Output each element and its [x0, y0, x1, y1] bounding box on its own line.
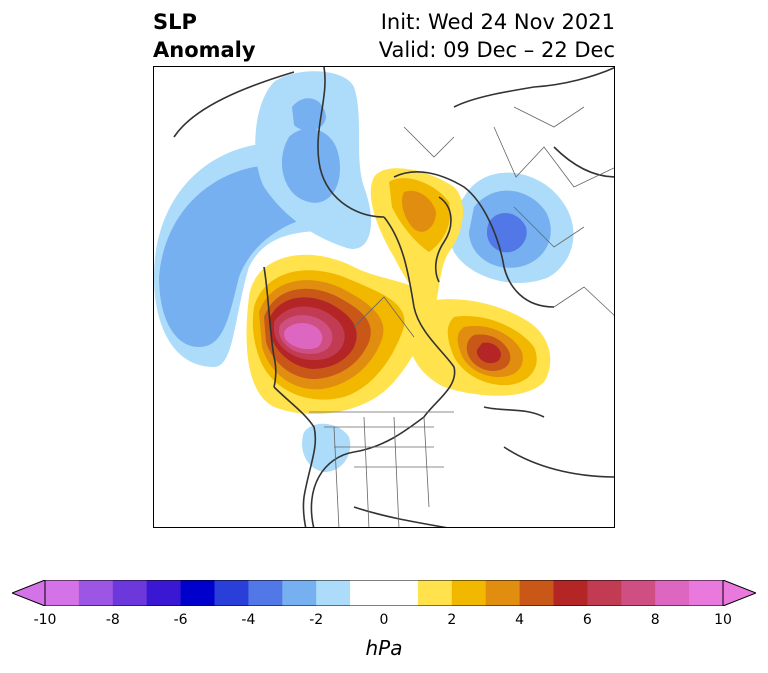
colorbar-segment: [214, 580, 249, 606]
colorbar-segment: [146, 580, 182, 606]
colorbar-segment: [655, 580, 690, 606]
colorbar-segment: [519, 580, 554, 606]
negative-anomaly-western-us: [302, 423, 351, 472]
colorbar-tick-label: 4: [515, 612, 525, 628]
map-title: SLP Anomaly: [153, 8, 256, 64]
colorbar-tick-label: 2: [447, 612, 457, 628]
political-borders: [309, 106, 614, 527]
valid-period: Valid: 09 Dec – 22 Dec: [378, 38, 615, 62]
colorbar-tick-label: 0: [379, 612, 389, 628]
colorbar-outline: [44, 580, 724, 606]
coastlines: [173, 67, 614, 527]
colorbar-segment: [417, 580, 453, 606]
colorbar-segments: [45, 580, 724, 606]
colorbar-segment: [350, 580, 385, 606]
colorbar-segment: [384, 580, 419, 606]
colorbar-segment: [316, 580, 351, 606]
title-line-1: SLP: [153, 10, 197, 34]
colorbar-tick-label: 6: [582, 612, 592, 628]
colorbar-tick-label: -2: [309, 612, 324, 628]
positive-anomaly-western-canada: [246, 254, 434, 415]
colorbar-segment: [587, 580, 622, 606]
colorbar-tick-label: -8: [105, 612, 120, 628]
colorbar: [12, 580, 756, 606]
colorbar-segment: [248, 580, 283, 606]
colorbar-tick-label: -6: [173, 612, 188, 628]
colorbar-segment: [180, 580, 215, 606]
colorbar-segment: [45, 580, 80, 606]
slp-anomaly-map: [153, 66, 615, 528]
colorbar-segment: [78, 580, 114, 606]
colorbar-segment: [112, 580, 148, 606]
positive-anomaly-north-atlantic: [408, 299, 551, 396]
colorbar-tick-label: -10: [33, 612, 57, 628]
title-line-2: Anomaly: [153, 38, 256, 62]
colorbar-segment: [282, 580, 317, 606]
colorbar-segment: [451, 580, 487, 606]
map-canvas: [154, 67, 614, 527]
colorbar-unit-label: hPa: [365, 636, 403, 660]
colorbar-tick-label: 8: [650, 612, 660, 628]
colorbar-over-arrow: [722, 580, 756, 606]
colorbar-segment: [485, 580, 521, 606]
forecast-info: Init: Wed 24 Nov 2021 Valid: 09 Dec – 22…: [379, 8, 615, 64]
colorbar-segment: [621, 580, 656, 606]
init-date: Init: Wed 24 Nov 2021: [380, 10, 615, 34]
colorbar-under-arrow: [12, 580, 46, 606]
colorbar-tick-label: 10: [714, 612, 732, 628]
colorbar-tick-labels: -10 -8 -6 -4 -2 0 2 4 6 8 10: [0, 612, 768, 632]
negative-anomaly-ural-siberia: [449, 172, 574, 283]
positive-anomaly-arctic-ocean: [370, 168, 464, 312]
colorbar-segment: [553, 580, 588, 606]
colorbar-segment: [689, 580, 724, 606]
colorbar-tick-label: -4: [241, 612, 256, 628]
